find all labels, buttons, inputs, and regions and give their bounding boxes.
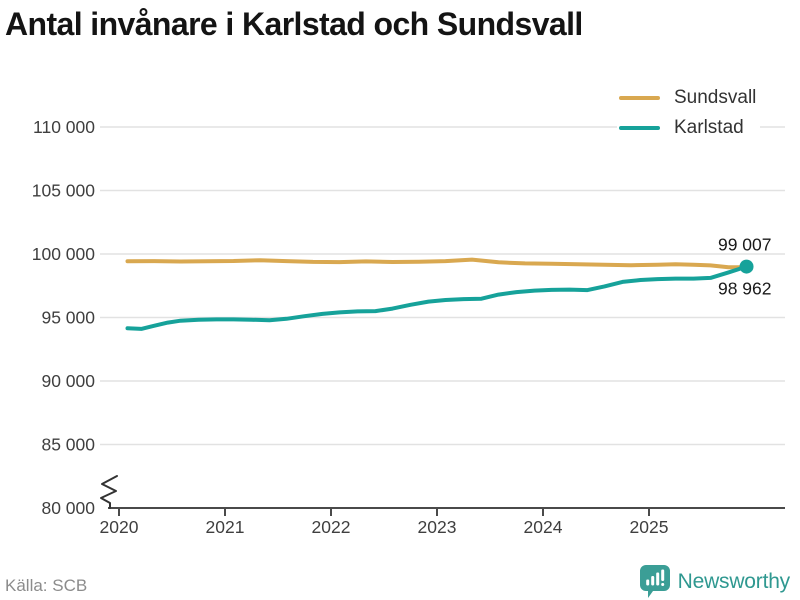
page-title: Antal invånare i Karlstad och Sundsvall	[5, 6, 583, 42]
end-point-dot	[739, 259, 754, 274]
svg-text:85 000: 85 000	[41, 435, 95, 455]
line-sundsvall	[125, 257, 749, 270]
y-axis-labels: 80 000 85 000 90 000 95 000 100 000 105 000 11…	[32, 117, 96, 518]
source-attribution: Källa: SCB	[5, 576, 88, 595]
legend: Sundsvall Karlstad	[617, 85, 761, 141]
series-lines	[125, 257, 749, 331]
svg-text:80 000: 80 000	[41, 498, 95, 518]
legend-item-karlstad: Karlstad	[619, 117, 756, 139]
end-value-annotations: 98 962 99 007	[718, 235, 772, 299]
newsworthy-logo: Newsworthy	[639, 565, 791, 598]
x-axis-labels: 2020 2021 2022 2023 2024 2025	[100, 517, 669, 537]
axis-break-icon	[100, 475, 118, 509]
end-label-sundsvall: 98 962	[718, 279, 772, 299]
x-axis	[108, 507, 785, 516]
legend-label-karlstad: Karlstad	[674, 117, 744, 138]
svg-text:2025: 2025	[630, 517, 669, 537]
svg-text:2020: 2020	[100, 517, 139, 537]
legend-item-sundsvall: Sundsvall	[619, 87, 756, 109]
svg-text:2023: 2023	[418, 517, 457, 537]
line-karlstad	[125, 264, 749, 331]
newsworthy-logo-text: Newsworthy	[677, 569, 791, 593]
svg-text:105 000: 105 000	[32, 181, 96, 201]
end-label-karlstad: 99 007	[718, 235, 772, 255]
svg-text:95 000: 95 000	[41, 308, 95, 328]
svg-text:2021: 2021	[206, 517, 245, 537]
svg-text:90 000: 90 000	[41, 371, 95, 391]
sundsvall-line-swatch-icon	[619, 96, 660, 100]
gridlines	[100, 126, 785, 446]
svg-text:100 000: 100 000	[32, 244, 96, 264]
legend-label-sundsvall: Sundsvall	[674, 87, 757, 108]
newsworthy-bar-chart-speech-bubble-icon	[639, 565, 670, 598]
svg-text:2022: 2022	[312, 517, 351, 537]
svg-text:110 000: 110 000	[33, 117, 95, 137]
karlstad-line-swatch-icon	[619, 126, 660, 130]
svg-text:2024: 2024	[524, 517, 563, 537]
